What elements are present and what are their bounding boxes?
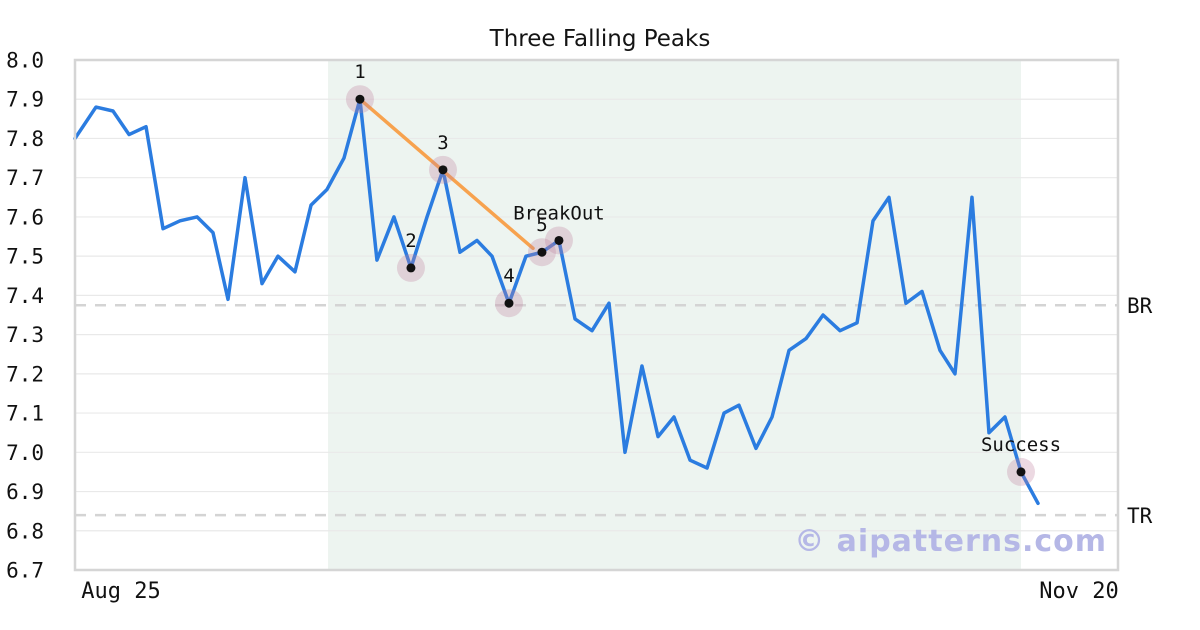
- y-tick-label: 7.3: [6, 323, 44, 347]
- plot-border: [73, 58, 1120, 572]
- level-label-tr: TR: [1127, 504, 1153, 528]
- level-label-br: BR: [1127, 294, 1153, 318]
- marker-dot: [1016, 467, 1026, 477]
- annotation-label-3: 3: [437, 132, 448, 154]
- x-tick-start: Aug 25: [81, 579, 161, 604]
- y-tick-label: 6.8: [6, 519, 44, 543]
- annotation-label-breakout: BreakOut: [513, 202, 605, 224]
- marker-dot: [355, 94, 365, 104]
- watermark: © aipatterns.com: [794, 524, 1107, 559]
- annotation-label-1: 1: [354, 61, 365, 83]
- y-tick-label: 6.9: [6, 480, 44, 504]
- y-tick-label: 7.9: [6, 88, 44, 112]
- marker-dot: [438, 165, 448, 175]
- y-tick-label: 7.1: [6, 402, 44, 426]
- pattern-shaded-region: [328, 60, 1022, 570]
- x-tick-end: Nov 20: [1039, 579, 1119, 604]
- marker-dot: [537, 247, 547, 257]
- marker-dot: [504, 298, 514, 308]
- annotation-label-success: Success: [981, 434, 1061, 456]
- y-tick-label: 7.6: [6, 205, 44, 229]
- annotation-label-2: 2: [405, 230, 416, 252]
- y-tick-label: 7.8: [6, 127, 44, 151]
- y-tick-label: 7.4: [6, 284, 44, 308]
- annotation-label-5: 5: [536, 214, 547, 236]
- chart-title: Three Falling Peaks: [489, 26, 711, 52]
- y-tick-label: 7.7: [6, 166, 44, 190]
- y-tick-label: 7.5: [6, 245, 44, 269]
- trendline: [358, 97, 535, 251]
- y-tick-label: 7.0: [6, 441, 44, 465]
- y-tick-label: 8.0: [6, 49, 44, 73]
- marker-dot: [406, 263, 416, 273]
- marker-dot: [554, 235, 564, 245]
- y-tick-label: 7.2: [6, 362, 44, 386]
- annotation-label-4: 4: [503, 265, 514, 287]
- y-tick-label: 6.7: [6, 559, 44, 583]
